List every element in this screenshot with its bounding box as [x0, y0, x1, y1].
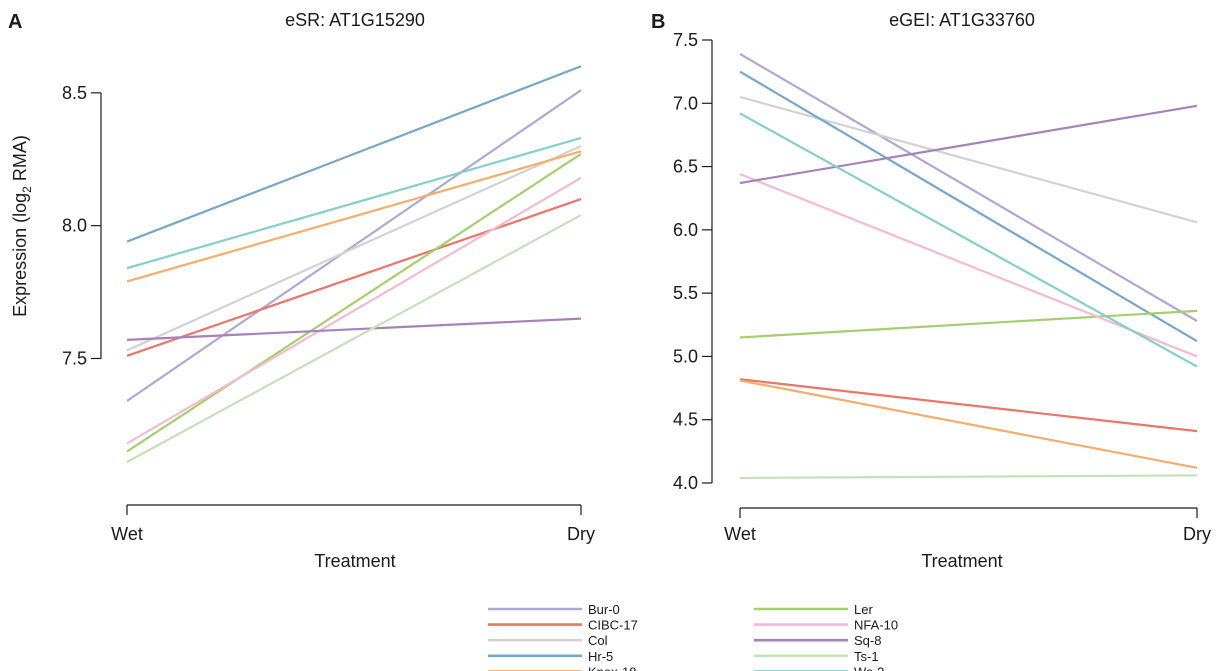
- panel-a-xlabel: Treatment: [314, 551, 395, 571]
- legend-label-col: Col: [588, 633, 608, 648]
- series-line-sq-8: [126, 317, 582, 341]
- series-line-bur-0: [126, 89, 582, 402]
- x-tick-label: Dry: [567, 524, 595, 544]
- legend-label-knox-18: Knox-18: [588, 664, 636, 671]
- series-line-sq-8: [739, 104, 1198, 185]
- series-line-hr-5: [739, 70, 1198, 343]
- series-line-ler: [739, 309, 1198, 339]
- y-tick-label: 5.5: [673, 283, 698, 303]
- y-tick-label: 4.0: [673, 473, 698, 493]
- series-line-cibc-17: [739, 378, 1198, 433]
- series-line-col: [126, 144, 582, 352]
- y-tick-label: 7.5: [673, 30, 698, 50]
- x-tick-label: Wet: [111, 524, 143, 544]
- legend-label-sq-8: Sq-8: [854, 633, 881, 648]
- x-tick-label: Wet: [724, 524, 756, 544]
- y-tick-label: 8.0: [62, 216, 87, 236]
- y-tick-label: 6.0: [673, 220, 698, 240]
- panel-b-xlabel: Treatment: [921, 551, 1002, 571]
- panel-a-ylabel: Expression (log2 RMA): [10, 135, 34, 317]
- series-line-nfa-10: [739, 173, 1198, 358]
- series-line-ws-2: [126, 136, 582, 270]
- series-line-bur-0: [739, 52, 1198, 322]
- panel-b-title: eGEI: AT1G33760: [889, 10, 1035, 30]
- panel-b-plot: 4.0 4.5 5.0 5.5 6.0 6.5 7.0 7.5 Wet Dry: [673, 30, 1211, 544]
- panel-a-plot: 7.5 8.0 8.5 Wet Dry: [62, 65, 595, 544]
- series-line-ler: [126, 153, 582, 453]
- chart-panels: 7.5 8.0 8.5 Wet Dry 4.0 4.5 5.0 5.5 6.0 6.5 7.0 7.5 W…: [62, 30, 1211, 544]
- series-line-knox-18: [126, 150, 582, 283]
- panel-b-letter: B: [651, 11, 665, 33]
- series-line-ws-2: [739, 112, 1198, 368]
- legend-label-hr-5: Hr-5: [588, 649, 613, 664]
- panel-a-title: eSR: AT1G15290: [285, 10, 425, 30]
- legend-label-ts-1: Ts-1: [854, 649, 879, 664]
- y-tick-label: 4.5: [673, 410, 698, 430]
- y-tick-label: 7.0: [673, 93, 698, 113]
- legend-label-nfa-10: NFA-10: [854, 618, 898, 633]
- y-tick-label: 8.5: [62, 83, 87, 103]
- x-tick-label: Dry: [1183, 524, 1211, 544]
- legend-label-ler: Ler: [854, 602, 873, 617]
- series-line-nfa-10: [126, 176, 582, 445]
- series-line-hr-5: [126, 65, 582, 243]
- legend-label-ws-2: Ws-2: [854, 664, 884, 671]
- series-line-knox-18: [739, 379, 1198, 469]
- y-tick-label: 7.5: [62, 348, 87, 368]
- series-line-cibc-17: [126, 198, 582, 357]
- y-tick-label: 6.5: [673, 157, 698, 177]
- panel-a-letter: A: [8, 11, 22, 33]
- y-tick-label: 5.0: [673, 346, 698, 366]
- series-line-ts-1: [739, 474, 1198, 480]
- legend-label-bur-0: Bur-0: [588, 602, 620, 617]
- legend-label-cibc-17: CIBC-17: [588, 618, 638, 633]
- series-line-ts-1: [126, 214, 582, 464]
- series-line-col: [739, 95, 1198, 224]
